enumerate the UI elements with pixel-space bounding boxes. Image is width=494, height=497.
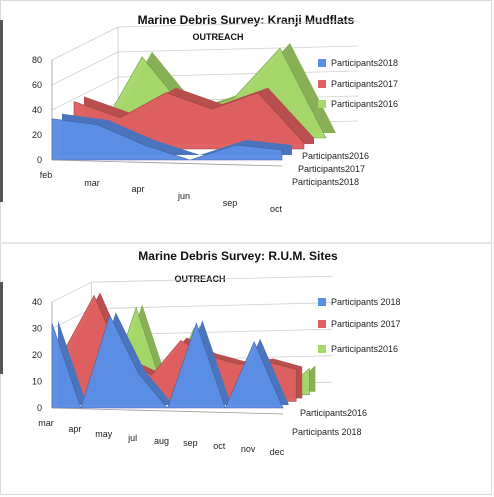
chart-kranji-xtick-label: sep [223,198,238,208]
chart-rum-x-axis [51,407,284,415]
left-rule [0,20,3,202]
chart-rum-legend-swatch-2 [318,345,326,353]
chart-rum-xtick-label: may [95,429,113,439]
chart-rum-title: Marine Debris Survey: R.U.M. Sites [138,249,338,263]
chart-rum-xtick-label: jul [127,433,137,443]
chart-rum-xtick-label: oct [213,441,226,451]
chart-rum-legend-swatch-0 [318,298,326,306]
chart-kranji-gridline [117,20,359,28]
chart-kranji-gridline [117,45,359,53]
chart-divider [0,242,494,244]
chart-kranji-legend-swatch-2 [318,100,326,108]
chart-rum-legend-label-2: Participants2016 [331,344,398,354]
chart-kranji-depth-label-2: Participants2018 [292,177,359,187]
chart-kranji-legend-swatch-0 [318,59,326,67]
chart-rum-xtick-label: dec [270,447,285,457]
chart-rum-xtick-label: sep [183,438,198,448]
chart-kranji-ytick-label: 40 [32,105,42,115]
chart-rum-ytick-label: 20 [32,350,42,360]
chart-rum-xtick-label: mar [38,418,54,428]
chart-kranji-side-grid [51,76,119,111]
chart-kranji-ytick-label: 60 [32,80,42,90]
chart-rum-xtick-label: aug [154,436,169,446]
chart-kranji-xtick-label: jun [177,191,190,201]
chart-kranji-xtick-label: apr [131,184,144,194]
chart-rum-xtick-label: apr [68,424,81,434]
chart-kranji-depth-label-1: Participants2017 [298,164,365,174]
chart-kranji-legend-label-1: Participants2017 [331,79,398,89]
chart-kranji-ytick-label: 0 [37,155,42,165]
chart-rum-xtick-label: nov [241,444,256,454]
chart-kranji-series-0-area [51,118,283,161]
chart-rum-side-grid [51,281,92,303]
chart-kranji-x-axis [51,159,283,167]
chart-rum-legend-label-0: Participants 2018 [331,297,401,307]
chart-rum-gridline [91,302,333,310]
chart-kranji-title: Marine Debris Survey: Kranji Mudflats [138,13,355,27]
chart-kranji-xtick-label: feb [40,170,53,180]
chart-kranji-side-grid [51,26,119,61]
chart-kranji-side-grid [51,51,119,86]
chart-kranji-xtick-label: mar [84,178,100,188]
chart-rum-ytick-label: 10 [32,377,42,387]
chart-rum-subtitle: OUTREACH [175,274,226,284]
chart-rum-legend-label-1: Participants 2017 [331,319,401,329]
chart-kranji-ytick-label: 20 [32,130,42,140]
chart-kranji-legend-label-2: Participants2016 [331,99,398,109]
left-rule-lower [0,282,3,374]
chart-rum-ytick-label: 40 [32,297,42,307]
chart-rum-gridline [91,275,333,283]
chart-rum-legend-swatch-1 [318,320,326,328]
chart-rum-depth-label-0: Participants2016 [300,408,367,418]
chart-rum-ytick-label: 0 [37,403,42,413]
chart-rum-series-0-area [51,314,284,409]
chart-rum-ytick-label: 30 [32,324,42,334]
chart-rum-depth-label-1: Participants 2018 [292,427,362,437]
chart-kranji-xtick-label: oct [270,204,283,214]
chart-kranji-legend-label-0: Participants2018 [331,58,398,68]
chart-kranji-subtitle: OUTREACH [193,32,244,42]
chart-kranji-depth-label-0: Participants2016 [302,151,369,161]
chart-kranji-ytick-label: 80 [32,55,42,65]
chart-kranji-legend-swatch-1 [318,80,326,88]
